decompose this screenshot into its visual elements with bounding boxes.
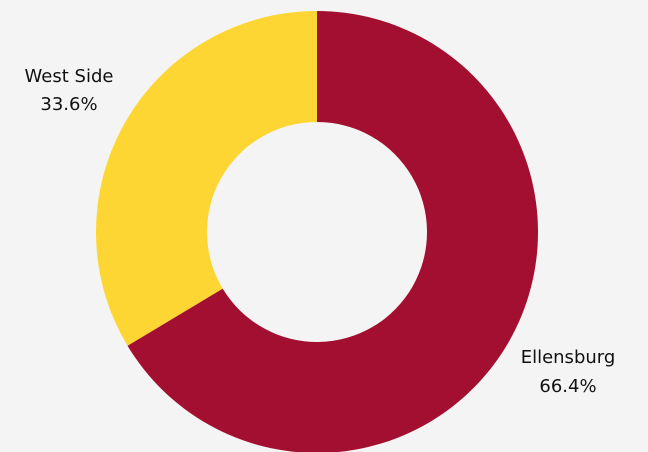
donut-slices xyxy=(96,11,538,452)
slice-label-west-side-value: 33.6% xyxy=(40,94,97,115)
slice-label-west-side-name: West Side xyxy=(25,66,114,87)
slice-west-side xyxy=(96,11,317,346)
slice-ellensburg xyxy=(127,11,538,452)
slice-label-ellensburg-value: 66.4% xyxy=(539,376,596,397)
slice-label-ellensburg-name: Ellensburg xyxy=(521,347,616,368)
